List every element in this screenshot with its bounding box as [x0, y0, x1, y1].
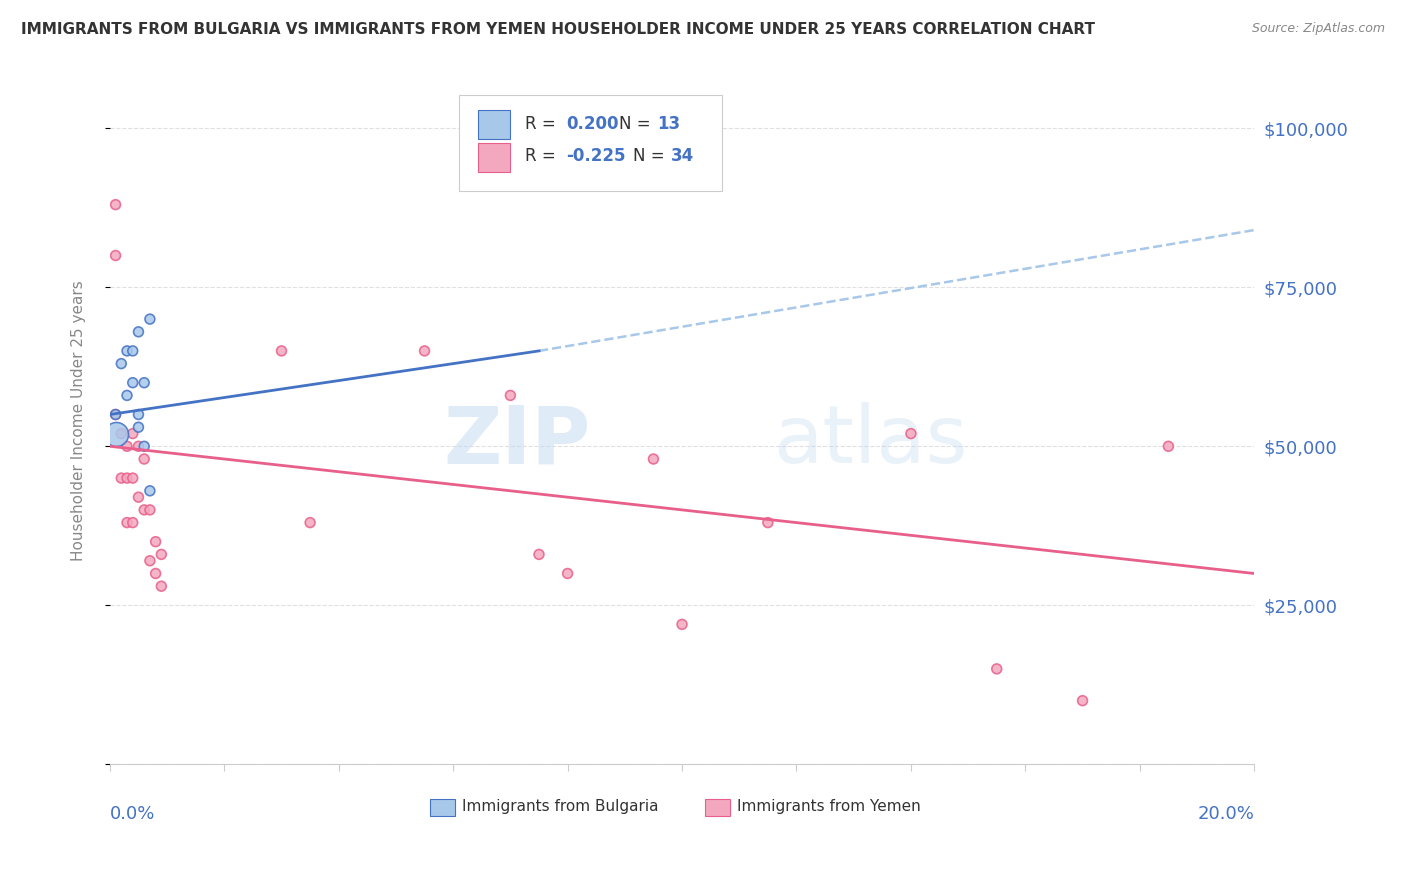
Point — [900, 426, 922, 441]
Point — [134, 452, 156, 467]
Point — [1071, 694, 1094, 708]
Point — [110, 357, 132, 371]
Bar — [430, 798, 456, 816]
Point — [121, 376, 143, 390]
Point — [127, 439, 149, 453]
Text: N =: N = — [619, 115, 657, 133]
Point — [1157, 439, 1180, 453]
Point — [127, 408, 149, 422]
Point — [110, 471, 132, 485]
Point — [104, 197, 127, 211]
Point — [115, 439, 138, 453]
Point — [150, 579, 173, 593]
Point — [121, 343, 143, 358]
Text: R =: R = — [526, 115, 561, 133]
Point — [150, 548, 173, 562]
Point — [299, 516, 322, 530]
Point — [145, 534, 167, 549]
Point — [127, 490, 149, 504]
Point — [121, 516, 143, 530]
Point — [115, 516, 138, 530]
Point — [756, 516, 779, 530]
Point — [104, 248, 127, 262]
Point — [139, 503, 162, 517]
Point — [115, 343, 138, 358]
Point — [115, 471, 138, 485]
Text: Immigrants from Bulgaria: Immigrants from Bulgaria — [463, 799, 659, 814]
Point — [127, 420, 149, 434]
Text: atlas: atlas — [773, 402, 967, 481]
Text: -0.225: -0.225 — [567, 147, 626, 165]
Point — [121, 471, 143, 485]
Bar — [478, 111, 510, 139]
Point — [134, 503, 156, 517]
Bar — [704, 798, 730, 816]
Point — [104, 408, 127, 422]
Point — [134, 376, 156, 390]
Text: IMMIGRANTS FROM BULGARIA VS IMMIGRANTS FROM YEMEN HOUSEHOLDER INCOME UNDER 25 YE: IMMIGRANTS FROM BULGARIA VS IMMIGRANTS F… — [21, 22, 1095, 37]
Text: 34: 34 — [671, 147, 693, 165]
Point — [413, 343, 436, 358]
Point — [139, 483, 162, 498]
Text: 0.0%: 0.0% — [110, 805, 155, 823]
Point — [986, 662, 1008, 676]
Point — [121, 426, 143, 441]
Text: Immigrants from Yemen: Immigrants from Yemen — [737, 799, 921, 814]
Text: Source: ZipAtlas.com: Source: ZipAtlas.com — [1251, 22, 1385, 36]
Bar — [478, 143, 510, 171]
Point — [139, 554, 162, 568]
Point — [104, 426, 127, 441]
Point — [139, 312, 162, 326]
Text: N =: N = — [633, 147, 669, 165]
Text: ZIP: ZIP — [443, 402, 591, 481]
Point — [270, 343, 292, 358]
Point — [104, 408, 127, 422]
Y-axis label: Householder Income Under 25 years: Householder Income Under 25 years — [72, 280, 86, 561]
Point — [134, 439, 156, 453]
Point — [127, 325, 149, 339]
Point — [557, 566, 579, 581]
Point — [671, 617, 693, 632]
Text: 20.0%: 20.0% — [1198, 805, 1254, 823]
Point — [499, 388, 522, 402]
Point — [527, 548, 550, 562]
Text: 0.200: 0.200 — [567, 115, 619, 133]
Text: 13: 13 — [657, 115, 681, 133]
Point — [643, 452, 665, 467]
Point — [110, 426, 132, 441]
Point — [145, 566, 167, 581]
Point — [115, 388, 138, 402]
Text: R =: R = — [526, 147, 561, 165]
FancyBboxPatch shape — [458, 95, 723, 191]
